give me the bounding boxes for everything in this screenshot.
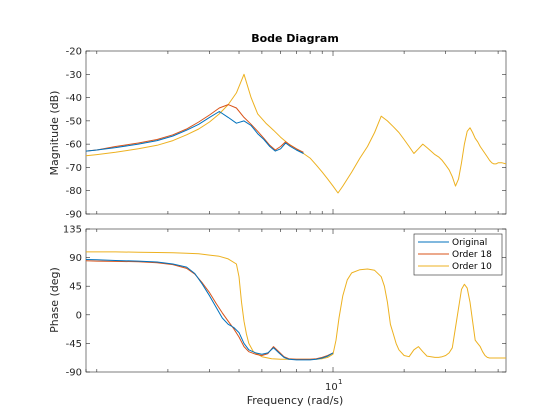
magnitude-ylabel: Magnitude (dB) xyxy=(48,91,61,176)
y-tick-label: 0 xyxy=(76,310,82,321)
phase-xticks xyxy=(85,229,499,372)
y-tick-label: -40 xyxy=(66,93,82,104)
series-line-original xyxy=(85,111,304,154)
magnitude-xticks xyxy=(85,51,499,214)
series-line-order-10 xyxy=(85,73,507,194)
series-line-order-18 xyxy=(85,104,304,153)
x-tick-label-10-1: 10 1 xyxy=(325,378,342,393)
y-tick-label: -45 xyxy=(66,339,82,350)
legend: Original Order 18 Order 10 xyxy=(413,233,503,276)
y-tick-label: 135 xyxy=(63,225,82,236)
y-tick-label: -90 xyxy=(66,368,82,379)
x-axis-label: Frequency (rad/s) xyxy=(247,394,344,407)
phase-ylabel: Phase (deg) xyxy=(48,267,61,333)
magnitude-yticks: -90 -80 -70 -60 -50 -40 -30 -20 xyxy=(66,47,506,221)
legend-label-original: Original xyxy=(452,238,487,248)
x-tick-base: 10 xyxy=(325,382,338,393)
series-line-order-18 xyxy=(85,260,334,360)
y-tick-label: -70 xyxy=(66,163,82,174)
x-tick-exponent: 1 xyxy=(338,378,342,386)
phase-lines xyxy=(85,251,506,361)
legend-label-order-10: Order 10 xyxy=(452,262,492,272)
legend-label-order-18: Order 18 xyxy=(452,250,492,260)
y-tick-label: 90 xyxy=(69,253,82,264)
y-tick-label: -30 xyxy=(66,70,82,81)
magnitude-axes-box xyxy=(85,50,507,215)
y-tick-label: -60 xyxy=(66,140,82,151)
y-tick-label: 45 xyxy=(69,282,82,293)
magnitude-panel: -90 -80 -70 -60 -50 -40 -30 -20 Magnitude (dB) xyxy=(48,47,507,221)
y-tick-label: -80 xyxy=(66,186,82,197)
y-tick-label: -50 xyxy=(66,116,82,127)
series-line-original xyxy=(85,259,334,361)
y-tick-label: -90 xyxy=(66,210,82,221)
chart-title: Bode Diagram xyxy=(251,32,339,45)
phase-yticks: -90 -45 0 45 90 135 xyxy=(63,225,506,379)
series-line-order-10 xyxy=(86,251,506,360)
y-tick-label: -20 xyxy=(66,47,82,58)
magnitude-lines xyxy=(85,73,507,194)
